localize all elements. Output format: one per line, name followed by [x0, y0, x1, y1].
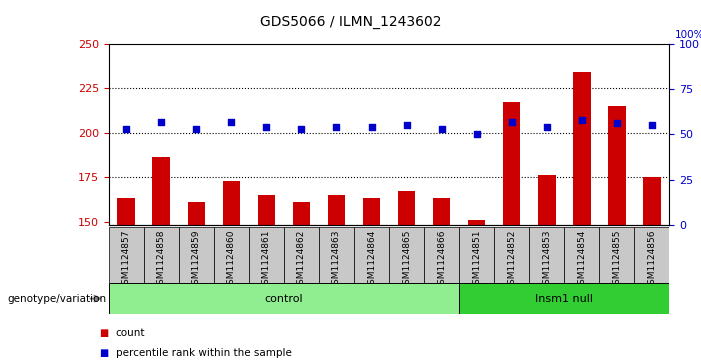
Text: GSM1124863: GSM1124863 — [332, 230, 341, 290]
Bar — [109, 227, 144, 283]
Point — [436, 126, 447, 132]
Text: Insm1 null: Insm1 null — [536, 294, 593, 303]
Text: GSM1124866: GSM1124866 — [437, 230, 446, 290]
Bar — [327, 195, 345, 225]
Point — [121, 126, 132, 132]
Text: GSM1124864: GSM1124864 — [367, 230, 376, 290]
Bar — [284, 227, 319, 283]
Point — [401, 122, 412, 128]
Text: GSM1124853: GSM1124853 — [543, 230, 551, 290]
Bar — [363, 198, 380, 225]
Bar — [258, 195, 275, 225]
Bar — [573, 72, 590, 225]
Bar — [293, 202, 310, 225]
Text: GSM1124861: GSM1124861 — [262, 230, 271, 290]
Point — [366, 124, 377, 130]
Bar — [538, 175, 555, 225]
Text: GSM1124860: GSM1124860 — [227, 230, 236, 290]
Point — [226, 119, 237, 125]
Bar — [424, 227, 459, 283]
Bar — [468, 220, 485, 225]
Point — [191, 126, 202, 132]
Point — [646, 122, 658, 128]
Bar — [354, 227, 389, 283]
Point — [541, 124, 552, 130]
Bar — [599, 227, 634, 283]
Bar — [459, 227, 494, 283]
Bar — [214, 227, 249, 283]
Text: GSM1124858: GSM1124858 — [157, 230, 165, 290]
Point — [576, 117, 587, 123]
Text: GSM1124852: GSM1124852 — [508, 230, 516, 290]
Bar — [459, 283, 669, 314]
Bar — [634, 227, 669, 283]
Bar — [494, 227, 529, 283]
Text: genotype/variation: genotype/variation — [7, 294, 106, 303]
Bar — [249, 227, 284, 283]
Text: ■: ■ — [100, 328, 109, 338]
Bar — [144, 227, 179, 283]
Text: 100%: 100% — [675, 30, 701, 40]
Bar — [153, 158, 170, 225]
Bar — [564, 227, 599, 283]
Text: GDS5066 / ILMN_1243602: GDS5066 / ILMN_1243602 — [260, 15, 441, 29]
Text: GSM1124862: GSM1124862 — [297, 230, 306, 290]
Bar — [398, 191, 415, 225]
Bar — [389, 227, 424, 283]
Point — [471, 131, 482, 137]
Bar — [187, 202, 205, 225]
Point — [296, 126, 307, 132]
Bar — [529, 227, 564, 283]
Bar — [118, 198, 135, 225]
Bar — [608, 106, 625, 225]
Point — [331, 124, 342, 130]
Point — [611, 121, 622, 126]
Text: count: count — [116, 328, 145, 338]
Text: GSM1124851: GSM1124851 — [472, 230, 481, 290]
Text: GSM1124857: GSM1124857 — [122, 230, 130, 290]
Bar — [319, 227, 354, 283]
Text: percentile rank within the sample: percentile rank within the sample — [116, 348, 292, 358]
Text: GSM1124865: GSM1124865 — [402, 230, 411, 290]
Point — [506, 119, 517, 125]
Bar — [109, 283, 459, 314]
Text: GSM1124854: GSM1124854 — [578, 230, 586, 290]
Point — [261, 124, 272, 130]
Text: ■: ■ — [100, 348, 109, 358]
Text: GSM1124856: GSM1124856 — [648, 230, 656, 290]
Bar — [433, 198, 450, 225]
Point — [156, 119, 167, 125]
Text: GSM1124855: GSM1124855 — [613, 230, 621, 290]
Bar — [503, 102, 520, 225]
Text: GSM1124859: GSM1124859 — [192, 230, 200, 290]
Bar — [644, 177, 660, 225]
Bar — [223, 180, 240, 225]
Bar — [179, 227, 214, 283]
Text: control: control — [264, 294, 304, 303]
